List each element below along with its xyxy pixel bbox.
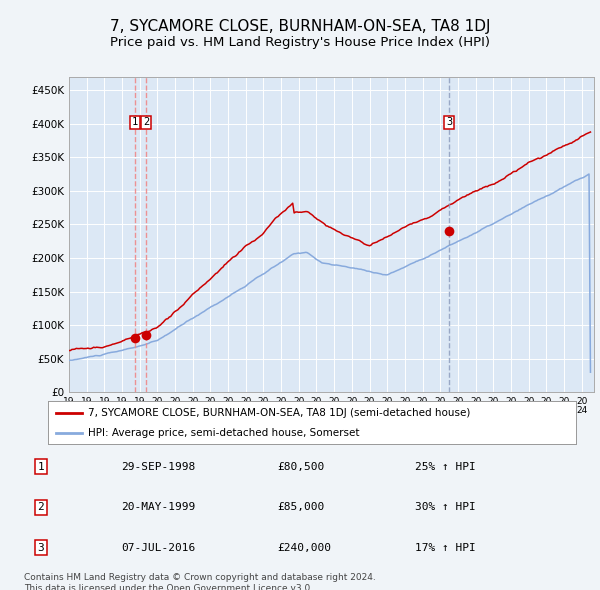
Text: Contains HM Land Registry data © Crown copyright and database right 2024.
This d: Contains HM Land Registry data © Crown c… [24,573,376,590]
Text: 07-JUL-2016: 07-JUL-2016 [121,543,196,553]
Text: 2: 2 [37,502,44,512]
Text: Price paid vs. HM Land Registry's House Price Index (HPI): Price paid vs. HM Land Registry's House … [110,36,490,49]
Text: 1: 1 [37,461,44,471]
Text: 3: 3 [37,543,44,553]
Text: 30% ↑ HPI: 30% ↑ HPI [415,502,476,512]
Text: £240,000: £240,000 [277,543,331,553]
Text: 2: 2 [143,117,149,127]
Text: 25% ↑ HPI: 25% ↑ HPI [415,461,476,471]
Text: 17% ↑ HPI: 17% ↑ HPI [415,543,476,553]
Text: 7, SYCAMORE CLOSE, BURNHAM-ON-SEA, TA8 1DJ (semi-detached house): 7, SYCAMORE CLOSE, BURNHAM-ON-SEA, TA8 1… [88,408,470,418]
Text: 7, SYCAMORE CLOSE, BURNHAM-ON-SEA, TA8 1DJ: 7, SYCAMORE CLOSE, BURNHAM-ON-SEA, TA8 1… [110,19,490,34]
Text: HPI: Average price, semi-detached house, Somerset: HPI: Average price, semi-detached house,… [88,428,359,438]
Text: 29-SEP-1998: 29-SEP-1998 [121,461,196,471]
Text: 20-MAY-1999: 20-MAY-1999 [121,502,196,512]
Text: £85,000: £85,000 [277,502,324,512]
Text: 1: 1 [132,117,139,127]
Text: 3: 3 [446,117,452,127]
Text: £80,500: £80,500 [277,461,324,471]
